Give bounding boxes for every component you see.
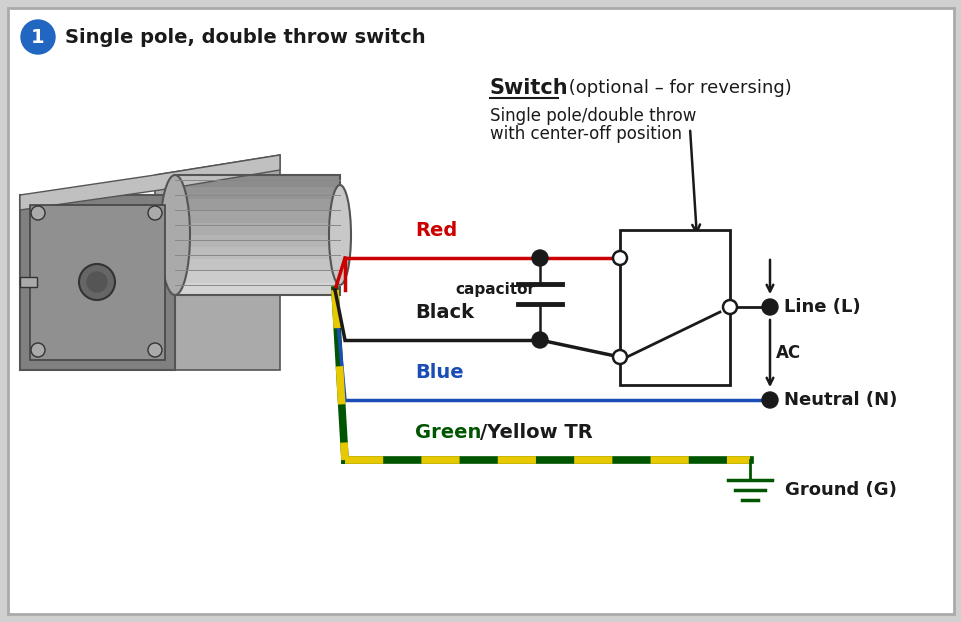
- Circle shape: [531, 250, 548, 266]
- Circle shape: [21, 20, 55, 54]
- Bar: [175, 235, 339, 247]
- Circle shape: [148, 343, 161, 357]
- Text: Red: Red: [414, 221, 456, 240]
- Bar: [175, 259, 339, 271]
- Bar: [30, 205, 165, 360]
- Bar: [175, 175, 339, 295]
- Bar: [175, 211, 339, 223]
- Text: Single pole, double throw switch: Single pole, double throw switch: [65, 27, 425, 47]
- Text: Blue: Blue: [414, 363, 463, 382]
- Bar: [175, 283, 339, 295]
- Circle shape: [86, 272, 107, 292]
- Text: capacitor: capacitor: [455, 282, 534, 297]
- Text: Neutral (N): Neutral (N): [783, 391, 897, 409]
- Text: /Yellow TR: /Yellow TR: [480, 423, 592, 442]
- Text: (optional – for reversing): (optional – for reversing): [562, 79, 791, 97]
- Bar: [175, 223, 339, 235]
- Circle shape: [31, 206, 45, 220]
- Text: Line (L): Line (L): [783, 298, 860, 316]
- Text: with center-off position: with center-off position: [489, 125, 681, 143]
- Circle shape: [79, 264, 115, 300]
- Circle shape: [612, 350, 627, 364]
- Bar: [175, 175, 339, 295]
- Bar: [175, 175, 339, 187]
- Circle shape: [761, 299, 777, 315]
- Text: 1: 1: [31, 27, 45, 47]
- Bar: [619, 230, 729, 385]
- Text: Ground (G): Ground (G): [784, 481, 896, 499]
- Polygon shape: [155, 155, 280, 370]
- Circle shape: [723, 300, 736, 314]
- Circle shape: [612, 251, 627, 265]
- Bar: [175, 247, 339, 259]
- Ellipse shape: [160, 175, 190, 295]
- Bar: [175, 271, 339, 283]
- Bar: [175, 187, 339, 199]
- Circle shape: [531, 332, 548, 348]
- Text: Green: Green: [414, 423, 480, 442]
- Polygon shape: [20, 155, 280, 210]
- Circle shape: [761, 392, 777, 408]
- Bar: [20, 277, 37, 287]
- Bar: [20, 195, 175, 370]
- Text: AC: AC: [776, 345, 801, 363]
- Ellipse shape: [329, 185, 351, 285]
- Circle shape: [148, 206, 161, 220]
- Bar: [175, 199, 339, 211]
- Text: Switch: Switch: [489, 78, 568, 98]
- Text: Single pole/double throw: Single pole/double throw: [489, 107, 696, 125]
- Circle shape: [31, 343, 45, 357]
- Text: Black: Black: [414, 303, 474, 322]
